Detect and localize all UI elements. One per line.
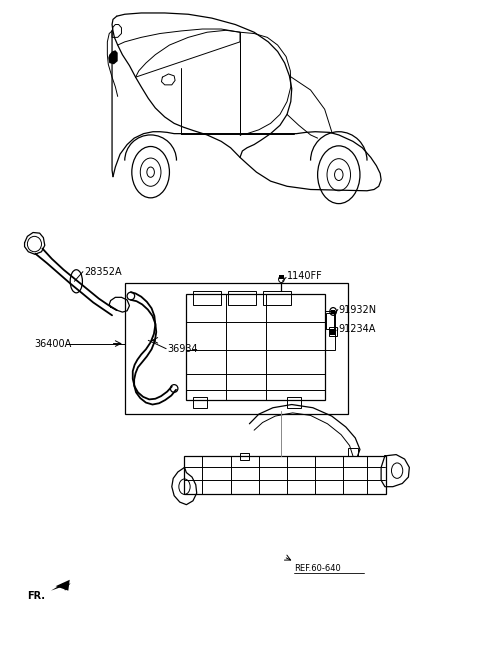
Bar xyxy=(263,291,291,305)
Bar xyxy=(186,294,324,400)
Bar xyxy=(348,448,358,456)
Bar xyxy=(240,453,250,460)
Bar xyxy=(325,313,334,329)
Text: 28352A: 28352A xyxy=(84,267,121,276)
Polygon shape xyxy=(51,583,71,591)
Text: 91234A: 91234A xyxy=(339,324,376,334)
Polygon shape xyxy=(56,580,70,591)
Text: REF.60-640: REF.60-640 xyxy=(294,564,341,572)
Polygon shape xyxy=(330,329,336,335)
Text: 36400A: 36400A xyxy=(34,339,71,348)
Text: 1140FF: 1140FF xyxy=(287,271,323,281)
Bar xyxy=(193,291,221,305)
Polygon shape xyxy=(279,275,284,279)
Bar xyxy=(228,291,256,305)
Text: FR.: FR. xyxy=(27,591,46,601)
Bar xyxy=(183,456,386,495)
Bar xyxy=(125,282,348,414)
Bar xyxy=(329,328,337,337)
Text: 36934: 36934 xyxy=(167,344,198,354)
Bar xyxy=(287,397,301,408)
Polygon shape xyxy=(331,310,336,314)
Bar xyxy=(324,311,335,350)
Text: 91932N: 91932N xyxy=(339,305,377,314)
Polygon shape xyxy=(108,50,118,64)
Bar xyxy=(193,397,207,408)
